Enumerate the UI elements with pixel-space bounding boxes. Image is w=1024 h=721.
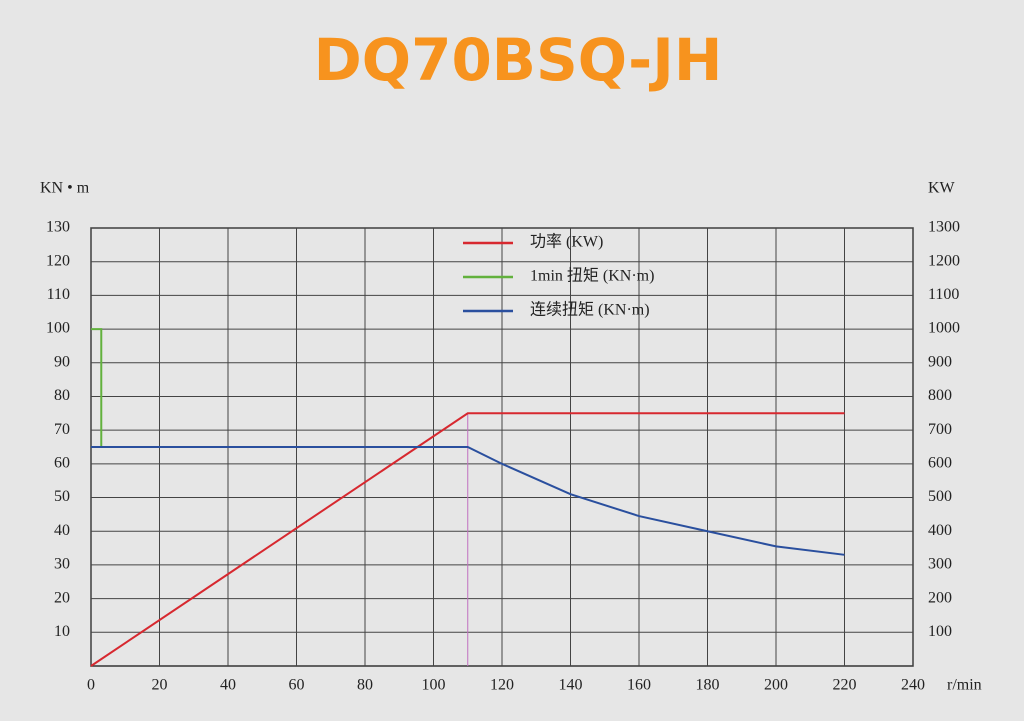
x-tick-label: 120: [490, 677, 514, 694]
x-tick-label: 140: [559, 677, 583, 694]
x-tick-label: 20: [152, 677, 168, 694]
y-tick-label: 10: [54, 623, 70, 640]
y-tick-label: 50: [54, 488, 70, 505]
y-tick-label: 40: [54, 522, 70, 539]
y-tick-label: 80: [54, 387, 70, 404]
x-tick-label: 80: [357, 677, 373, 694]
y2-tick-label: 1000: [928, 320, 960, 337]
series-line: [91, 328, 103, 447]
x-tick-label: 0: [87, 677, 95, 694]
x-tick-label: 200: [764, 677, 788, 694]
y2-tick-label: 900: [928, 353, 952, 370]
x-tick-label: 220: [833, 677, 857, 694]
y2-tick-label: 600: [928, 455, 952, 472]
y-tick-label: 110: [47, 286, 70, 303]
x-tick-label: 100: [422, 677, 446, 694]
legend-label: 1min 扭矩 (KN·m): [530, 267, 654, 285]
y-tick-label: 60: [54, 455, 70, 472]
x-tick-label: 180: [696, 677, 720, 694]
y2-tick-label: 200: [928, 589, 952, 606]
y2-tick-label: 800: [928, 387, 952, 404]
y2-tick-label: 500: [928, 488, 952, 505]
y-tick-label: 20: [54, 589, 70, 606]
series-line: [91, 446, 845, 556]
y-tick-label: 100: [46, 320, 70, 337]
y-tick-label: 120: [46, 252, 70, 269]
y2-axis-label: KW: [928, 180, 956, 197]
legend-label: 功率 (KW): [530, 233, 603, 251]
y2-tick-label: 1200: [928, 252, 960, 269]
legend-label: 连续扭矩 (KN·m): [530, 301, 650, 319]
y-tick-label: 30: [54, 556, 70, 573]
x-tick-label: 160: [627, 677, 651, 694]
y-tick-label: 70: [54, 421, 70, 438]
x-tick-label: 60: [289, 677, 305, 694]
y-tick-label: 130: [46, 219, 70, 236]
x-axis-label: r/min: [947, 677, 982, 694]
y2-tick-label: 1100: [928, 286, 959, 303]
y2-tick-label: 700: [928, 421, 952, 438]
series-line: [90, 412, 845, 667]
x-tick-label: 40: [220, 677, 236, 694]
y2-tick-label: 1300: [928, 219, 960, 236]
y2-tick-label: 400: [928, 522, 952, 539]
chart-title: DQ70BSQ-JH: [314, 26, 723, 94]
y2-tick-label: 100: [928, 623, 952, 640]
y-tick-label: 90: [54, 353, 70, 370]
x-tick-label: 240: [901, 677, 925, 694]
y-axis-label: KN • m: [40, 180, 90, 197]
y2-tick-label: 300: [928, 556, 952, 573]
